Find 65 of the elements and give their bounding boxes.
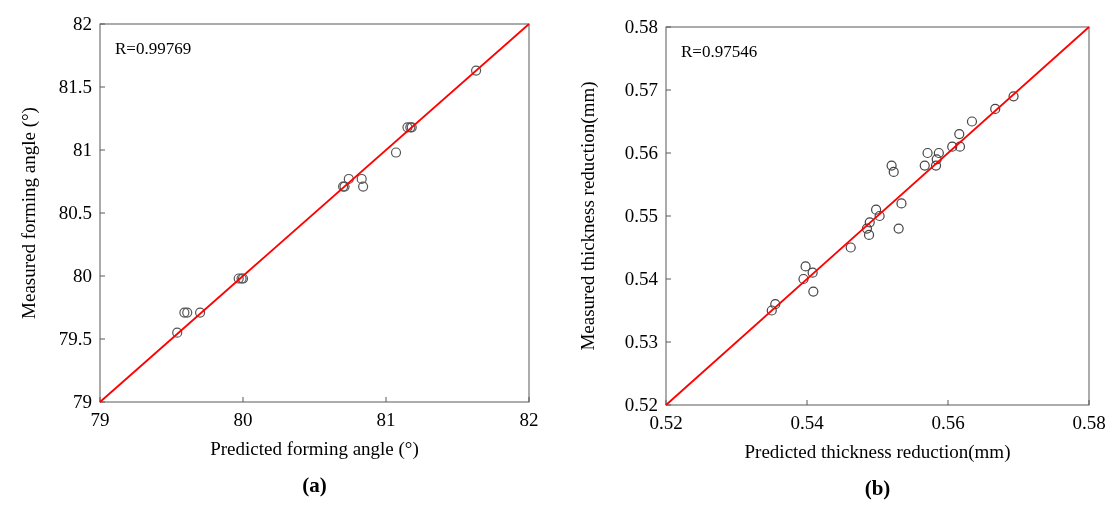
point xyxy=(888,166,899,177)
point xyxy=(990,103,1001,114)
point xyxy=(896,198,907,209)
point xyxy=(470,65,482,76)
point xyxy=(1008,91,1019,102)
point xyxy=(874,210,885,222)
point xyxy=(919,160,930,171)
point xyxy=(863,229,875,240)
x-axis-title: Predicted forming angle (°) xyxy=(210,438,419,460)
point xyxy=(172,327,183,338)
point xyxy=(798,273,809,285)
point xyxy=(864,217,875,228)
annotation: R=0.99769 xyxy=(115,39,192,58)
y-tick-label: 79.5 xyxy=(58,328,92,349)
point xyxy=(343,173,354,185)
y-axis-title: Measured thickness reduction(mm) xyxy=(577,81,599,351)
point xyxy=(893,223,904,234)
point xyxy=(930,160,942,171)
y-tick-label: 80.5 xyxy=(58,202,92,223)
x-tick-label: 80 xyxy=(233,409,253,430)
point xyxy=(766,305,777,316)
point xyxy=(402,122,413,133)
point xyxy=(966,116,978,127)
point xyxy=(861,223,873,234)
point xyxy=(922,147,933,159)
x-tick-label: 0.52 xyxy=(649,412,683,433)
x-tick-label: 0.54 xyxy=(790,412,825,433)
y-tick-label: 81.5 xyxy=(58,76,92,97)
point xyxy=(800,261,811,272)
x-tick-label: 0.58 xyxy=(1072,412,1106,433)
point xyxy=(845,242,856,253)
y-tick-label: 0.55 xyxy=(624,205,658,226)
point xyxy=(947,141,958,152)
y-tick-label: 81 xyxy=(73,139,92,160)
point xyxy=(933,147,944,159)
y-tick-label: 79 xyxy=(73,391,92,412)
y-tick-label: 0.58 xyxy=(624,16,658,37)
point xyxy=(808,286,819,297)
y-tick-label: 80 xyxy=(73,265,92,286)
point xyxy=(358,181,369,192)
y-tick-label: 0.53 xyxy=(624,331,658,352)
text: (b) xyxy=(864,476,891,500)
x-tick-label: 82 xyxy=(519,409,539,430)
y-tick-label: 0.56 xyxy=(624,142,658,163)
y-tick-label: 82 xyxy=(73,13,92,34)
point xyxy=(886,160,897,171)
point xyxy=(195,307,206,318)
point xyxy=(390,147,402,158)
x-axis-title: Predicted thickness reduction(mm) xyxy=(744,441,1011,463)
point xyxy=(870,204,882,215)
point xyxy=(931,154,942,165)
text: (a) xyxy=(302,473,327,497)
x-tick-label: 0.56 xyxy=(931,412,965,433)
point xyxy=(954,129,965,140)
point xyxy=(356,173,367,185)
point xyxy=(954,141,966,152)
annotation: R=0.97546 xyxy=(681,42,758,61)
x-tick-label: 79 xyxy=(90,409,110,430)
y-tick-label: 0.57 xyxy=(624,79,658,100)
y-axis-title: Measured forming angle (°) xyxy=(18,107,40,319)
point xyxy=(770,299,781,310)
x-tick-label: 81 xyxy=(376,409,396,430)
point xyxy=(807,267,818,278)
y-tick-label: 0.54 xyxy=(624,268,659,289)
y-tick-label: 0.52 xyxy=(624,394,658,415)
